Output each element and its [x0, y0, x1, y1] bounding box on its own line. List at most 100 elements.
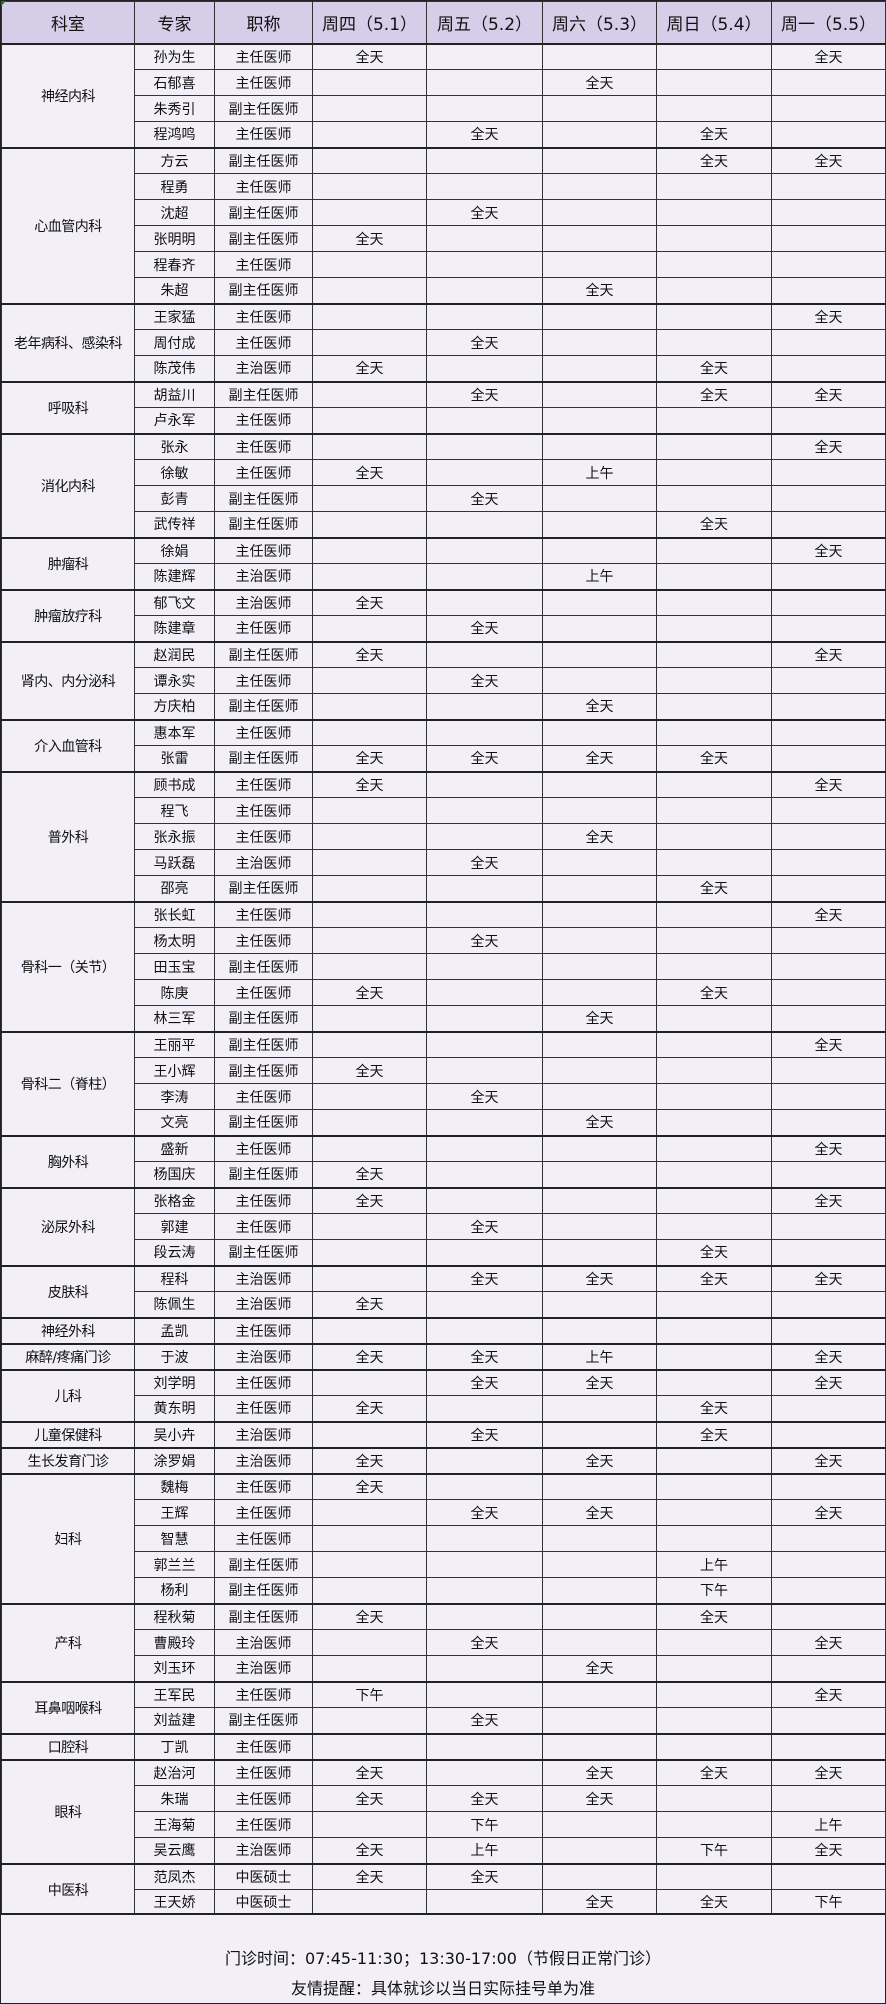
expert-title-cell: 主治医师	[214, 1343, 313, 1371]
reminder-text: 友情提醒：具体就诊以当日实际挂号单为准	[290, 1979, 595, 1998]
schedule-cell	[542, 407, 657, 435]
expert-title-cell: 主任医师	[214, 43, 313, 70]
schedule-cell	[312, 1525, 427, 1552]
cell-marker-icon	[1, 1, 6, 6]
expert-name-cell: 张长虹	[134, 901, 215, 928]
expert-name-cell: 范凤杰	[134, 1863, 215, 1890]
schedule-cell	[312, 1265, 427, 1292]
schedule-cell: 全天	[312, 459, 427, 486]
schedule-cell: 下午	[656, 1837, 772, 1865]
schedule-cell	[771, 823, 886, 850]
schedule-cell: 全天	[426, 1707, 543, 1735]
expert-name-cell: 孟凯	[134, 1317, 215, 1345]
schedule-cell: 全天	[312, 1603, 427, 1630]
schedule-cell	[656, 1681, 772, 1708]
expert-name-cell: 陈建辉	[134, 563, 215, 591]
schedule-cell	[771, 511, 886, 539]
schedule-cell: 全天	[312, 589, 427, 616]
table-row: 产科 程秋菊 副主任医师 全天 全天	[1, 1603, 886, 1683]
schedule-cell	[426, 511, 543, 539]
schedule-cell	[426, 1681, 543, 1708]
expert-title-cell: 主任医师	[214, 1473, 313, 1500]
schedule-cell	[656, 433, 772, 460]
schedule-cell	[771, 407, 886, 435]
schedule-cell	[656, 1811, 772, 1838]
expert-title-cell: 主治医师	[214, 1629, 313, 1656]
schedule-cell	[426, 1109, 543, 1137]
schedule-cell	[426, 875, 543, 903]
schedule-cell	[542, 1525, 657, 1552]
schedule-cell	[426, 1005, 543, 1033]
expert-title-cell: 主任医师	[214, 1135, 313, 1162]
expert-name-cell: 林三军	[134, 1005, 215, 1033]
schedule-cell: 全天	[426, 1863, 543, 1890]
expert-name-cell: 孙为生	[134, 43, 215, 70]
schedule-cell	[771, 225, 886, 252]
table-row: 程飞 主任医师	[2, 797, 886, 824]
schedule-cell: 下午	[656, 1577, 772, 1605]
department-cell: 神经外科	[1, 1317, 135, 1345]
expert-title-cell: 主任医师	[214, 1083, 313, 1110]
table-row: 生长发育门诊 涂罗娟 主治医师 全天 全天 全天	[1, 1447, 886, 1475]
table-row: 程勇 主任医师	[2, 173, 886, 200]
department-cell: 肾内、内分泌科	[1, 641, 135, 721]
column-header-day-3: 周六（5.3）	[542, 1, 657, 45]
expert-name-cell: 杨国庆	[134, 1161, 215, 1189]
schedule-cell	[312, 1005, 427, 1033]
schedule-cell	[656, 1473, 772, 1500]
footer-notes: 门诊时间：07:45-11:30；13:30-17:00（节假日正常门诊） 友情…	[1, 1913, 885, 2003]
expert-title-cell: 主任医师	[214, 1811, 313, 1838]
table-row: 神经外科 孟凯 主任医师	[1, 1317, 886, 1345]
expert-title-cell: 主任医师	[214, 1395, 313, 1423]
expert-title-cell: 主任医师	[214, 797, 313, 824]
expert-name-cell: 张格金	[134, 1187, 215, 1214]
column-header-day-1: 周四（5.1）	[312, 1, 427, 45]
schedule-cell	[542, 1811, 657, 1838]
department-cell: 泌尿外科	[1, 1187, 135, 1267]
schedule-cell	[542, 1577, 657, 1605]
schedule-cell	[542, 1317, 657, 1345]
schedule-cell: 全天	[542, 69, 657, 96]
schedule-cell	[312, 719, 427, 746]
schedule-cell	[771, 1577, 886, 1605]
table-row: 泌尿外科 张格金 主任医师 全天 全天	[1, 1187, 886, 1267]
schedule-cell: 全天	[771, 433, 886, 460]
schedule-cell	[426, 433, 543, 460]
schedule-cell: 全天	[426, 1265, 543, 1292]
expert-name-cell: 吴云鹰	[134, 1837, 215, 1865]
table-row: 马跃磊 主治医师 全天	[2, 849, 886, 876]
schedule-cell: 全天	[771, 1369, 886, 1396]
schedule-cell: 全天	[771, 43, 886, 70]
schedule-cell	[771, 251, 886, 278]
schedule-cell	[312, 1135, 427, 1162]
schedule-cell	[656, 719, 772, 746]
schedule-cell	[426, 719, 543, 746]
schedule-cell	[542, 433, 657, 460]
expert-title-cell: 主治医师	[214, 1265, 313, 1292]
schedule-cell	[771, 1655, 886, 1683]
expert-name-cell: 王天娇	[134, 1889, 215, 1917]
schedule-cell	[312, 95, 427, 122]
column-header-day-2: 周五（5.2）	[426, 1, 543, 45]
expert-title-cell: 主治医师	[214, 1447, 313, 1475]
expert-title-cell: 副主任医师	[214, 1603, 313, 1630]
schedule-cell	[656, 1629, 772, 1656]
table-row: 智慧 主任医师	[2, 1525, 886, 1552]
schedule-cell	[542, 1239, 657, 1267]
schedule-cell	[426, 95, 543, 122]
expert-name-cell: 程春齐	[134, 251, 215, 278]
expert-title-cell: 主任医师	[214, 69, 313, 96]
schedule-cell	[542, 615, 657, 643]
schedule-cell	[426, 1135, 543, 1162]
schedule-cell: 全天	[771, 1447, 886, 1475]
schedule-cell: 全天	[771, 1135, 886, 1162]
schedule-cell	[771, 615, 886, 643]
schedule-cell: 全天	[312, 1785, 427, 1812]
schedule-cell	[771, 875, 886, 903]
schedule-cell: 全天	[426, 927, 543, 954]
schedule-cell: 全天	[312, 1291, 427, 1319]
table-row: 肾内、内分泌科 赵润民 副主任医师 全天 全天	[1, 641, 886, 721]
schedule-cell: 全天	[312, 771, 427, 798]
column-header-day-4: 周日（5.4）	[656, 1, 772, 45]
table-row: 林三军 副主任医师 全天	[2, 1005, 886, 1033]
